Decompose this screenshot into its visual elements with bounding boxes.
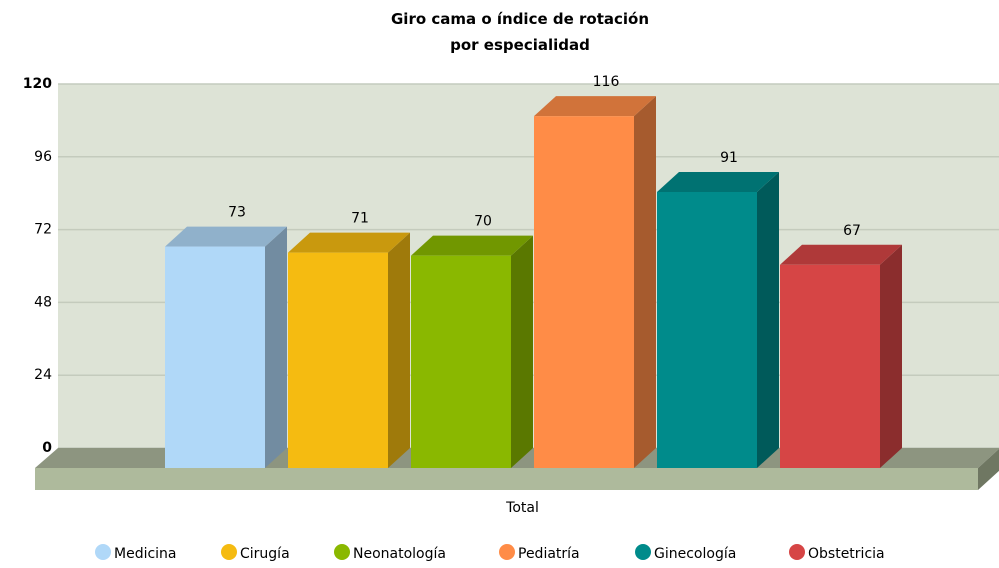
legend-swatch (789, 544, 805, 560)
bar (657, 191, 757, 468)
bar (288, 252, 388, 468)
bar-top (288, 232, 410, 253)
legend-label: Medicina (114, 546, 177, 562)
y-tick-label: 48 (34, 294, 52, 310)
value-label: 67 (843, 223, 861, 239)
bar-top (411, 235, 533, 256)
legend-label: Cirugía (240, 546, 290, 562)
legend-swatch (221, 544, 237, 560)
legend-label: Pediatría (518, 546, 580, 562)
legend-swatch (334, 544, 350, 560)
bar (780, 264, 880, 468)
y-tick-label: 96 (34, 149, 52, 165)
legend-label: Ginecología (654, 546, 736, 562)
floor-side (978, 448, 999, 490)
y-tick-label: 72 (34, 222, 52, 238)
legend-swatch (95, 544, 111, 560)
y-tick-label: 120 (23, 76, 52, 92)
bar-side (880, 244, 902, 468)
legend-label: Neonatología (353, 546, 446, 562)
bar (534, 116, 634, 468)
bar-top (534, 96, 656, 117)
value-label: 70 (474, 214, 492, 230)
value-label: 116 (593, 74, 620, 90)
bar-side (388, 232, 410, 468)
y-tick-label: 24 (34, 367, 52, 383)
legend-swatch (635, 544, 651, 560)
floor-front (35, 468, 978, 490)
y-tick-label: 0 (42, 440, 52, 456)
legend-swatch (499, 544, 515, 560)
x-tick-label: Total (505, 500, 539, 516)
bar-top (165, 226, 287, 247)
bar-top (780, 244, 902, 265)
bar-side (265, 226, 287, 468)
bar-side (511, 235, 533, 468)
bar-side (757, 171, 779, 468)
value-label: 71 (351, 211, 369, 227)
chart-title: Giro cama o índice de rotación por espec… (390, 10, 650, 54)
value-label: 73 (228, 205, 246, 221)
bar-side (634, 96, 656, 468)
bar (165, 246, 265, 468)
legend-label: Obstetricia (808, 546, 885, 562)
bar-top (657, 171, 779, 192)
bar (411, 255, 511, 468)
value-label: 91 (720, 150, 738, 166)
